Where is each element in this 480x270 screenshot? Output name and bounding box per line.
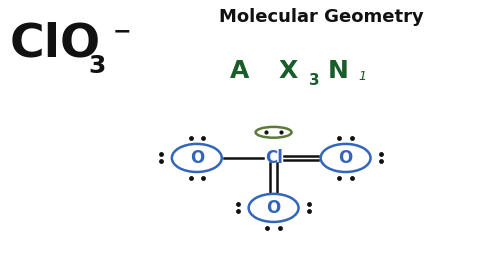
Text: X: X: [278, 59, 298, 83]
Text: O: O: [190, 149, 204, 167]
Text: ClO: ClO: [10, 22, 101, 67]
Text: Cl: Cl: [264, 149, 283, 167]
Text: A: A: [230, 59, 250, 83]
Text: 3: 3: [89, 54, 106, 78]
Text: 3: 3: [309, 73, 320, 88]
Text: O: O: [338, 149, 353, 167]
Text: −: −: [113, 22, 132, 42]
Text: 1: 1: [359, 70, 366, 83]
Text: Molecular Geometry: Molecular Geometry: [219, 8, 424, 26]
Text: N: N: [328, 59, 349, 83]
Text: O: O: [266, 199, 281, 217]
